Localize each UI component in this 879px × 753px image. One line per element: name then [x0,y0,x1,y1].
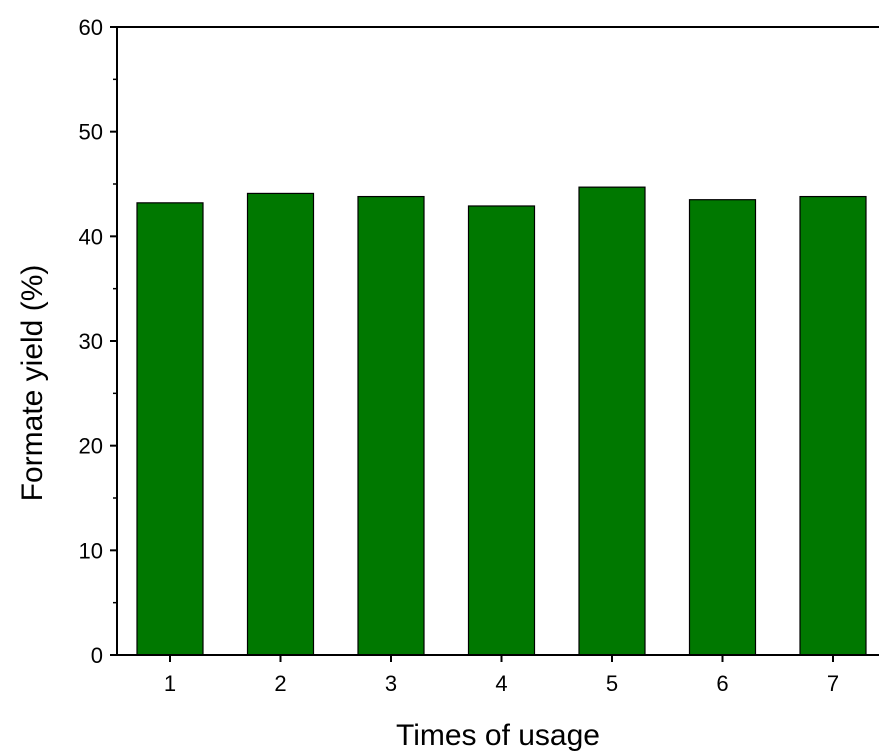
x-tick-label-1: 1 [164,671,176,696]
y-tick-label-60: 60 [79,15,103,40]
x-tick-label-2: 2 [274,671,286,696]
bar-7 [799,195,867,656]
x-ticks: 1 2 3 4 5 6 7 [164,655,839,696]
y-tick-label-0: 0 [91,643,103,668]
y-tick-label-40: 40 [79,224,103,249]
bar-5 [578,186,646,656]
y-tick-label-10: 10 [79,538,103,563]
bar-2 [246,192,315,656]
bar-3 [357,195,425,656]
bar-4 [467,205,536,656]
x-tick-label-5: 5 [606,671,618,696]
x-tick-label-4: 4 [495,671,507,696]
bars-layer [136,186,867,656]
y-tick-label-30: 30 [79,329,103,354]
x-tick-label-3: 3 [385,671,397,696]
x-axis-title: Times of usage [396,719,600,752]
y-ticks: 0 10 20 30 40 50 60 [79,15,117,668]
y-axis-title: Formate yield (%) [16,265,49,502]
bar-6 [688,199,757,656]
x-tick-label-7: 7 [827,671,839,696]
x-tick-label-6: 6 [716,671,728,696]
y-tick-label-20: 20 [79,434,103,459]
bar-1 [136,202,204,656]
y-tick-label-50: 50 [79,120,103,145]
